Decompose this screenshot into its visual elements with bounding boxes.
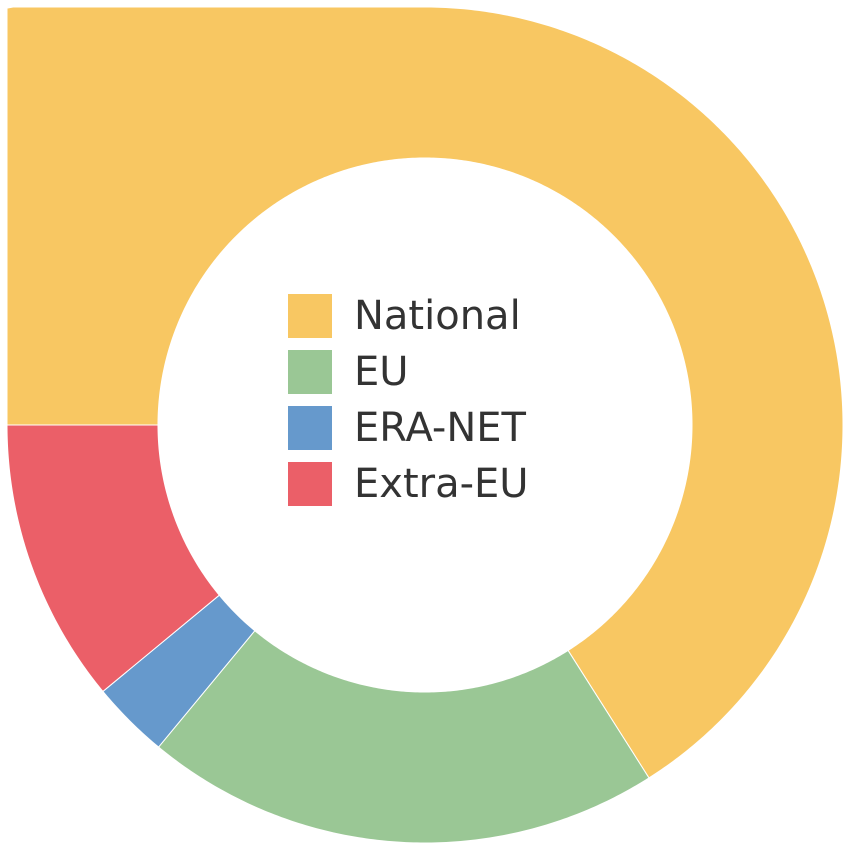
legend-swatch bbox=[288, 462, 332, 506]
legend-label: Extra-EU bbox=[354, 461, 529, 507]
legend-label: EU bbox=[354, 349, 409, 395]
legend-swatch bbox=[288, 294, 332, 338]
legend-label: National bbox=[354, 293, 521, 339]
legend-swatch bbox=[288, 350, 332, 394]
legend-label: ERA-NET bbox=[354, 405, 527, 451]
legend-swatch bbox=[288, 406, 332, 450]
donut-segment bbox=[6, 424, 220, 693]
donut-segment bbox=[157, 630, 650, 844]
